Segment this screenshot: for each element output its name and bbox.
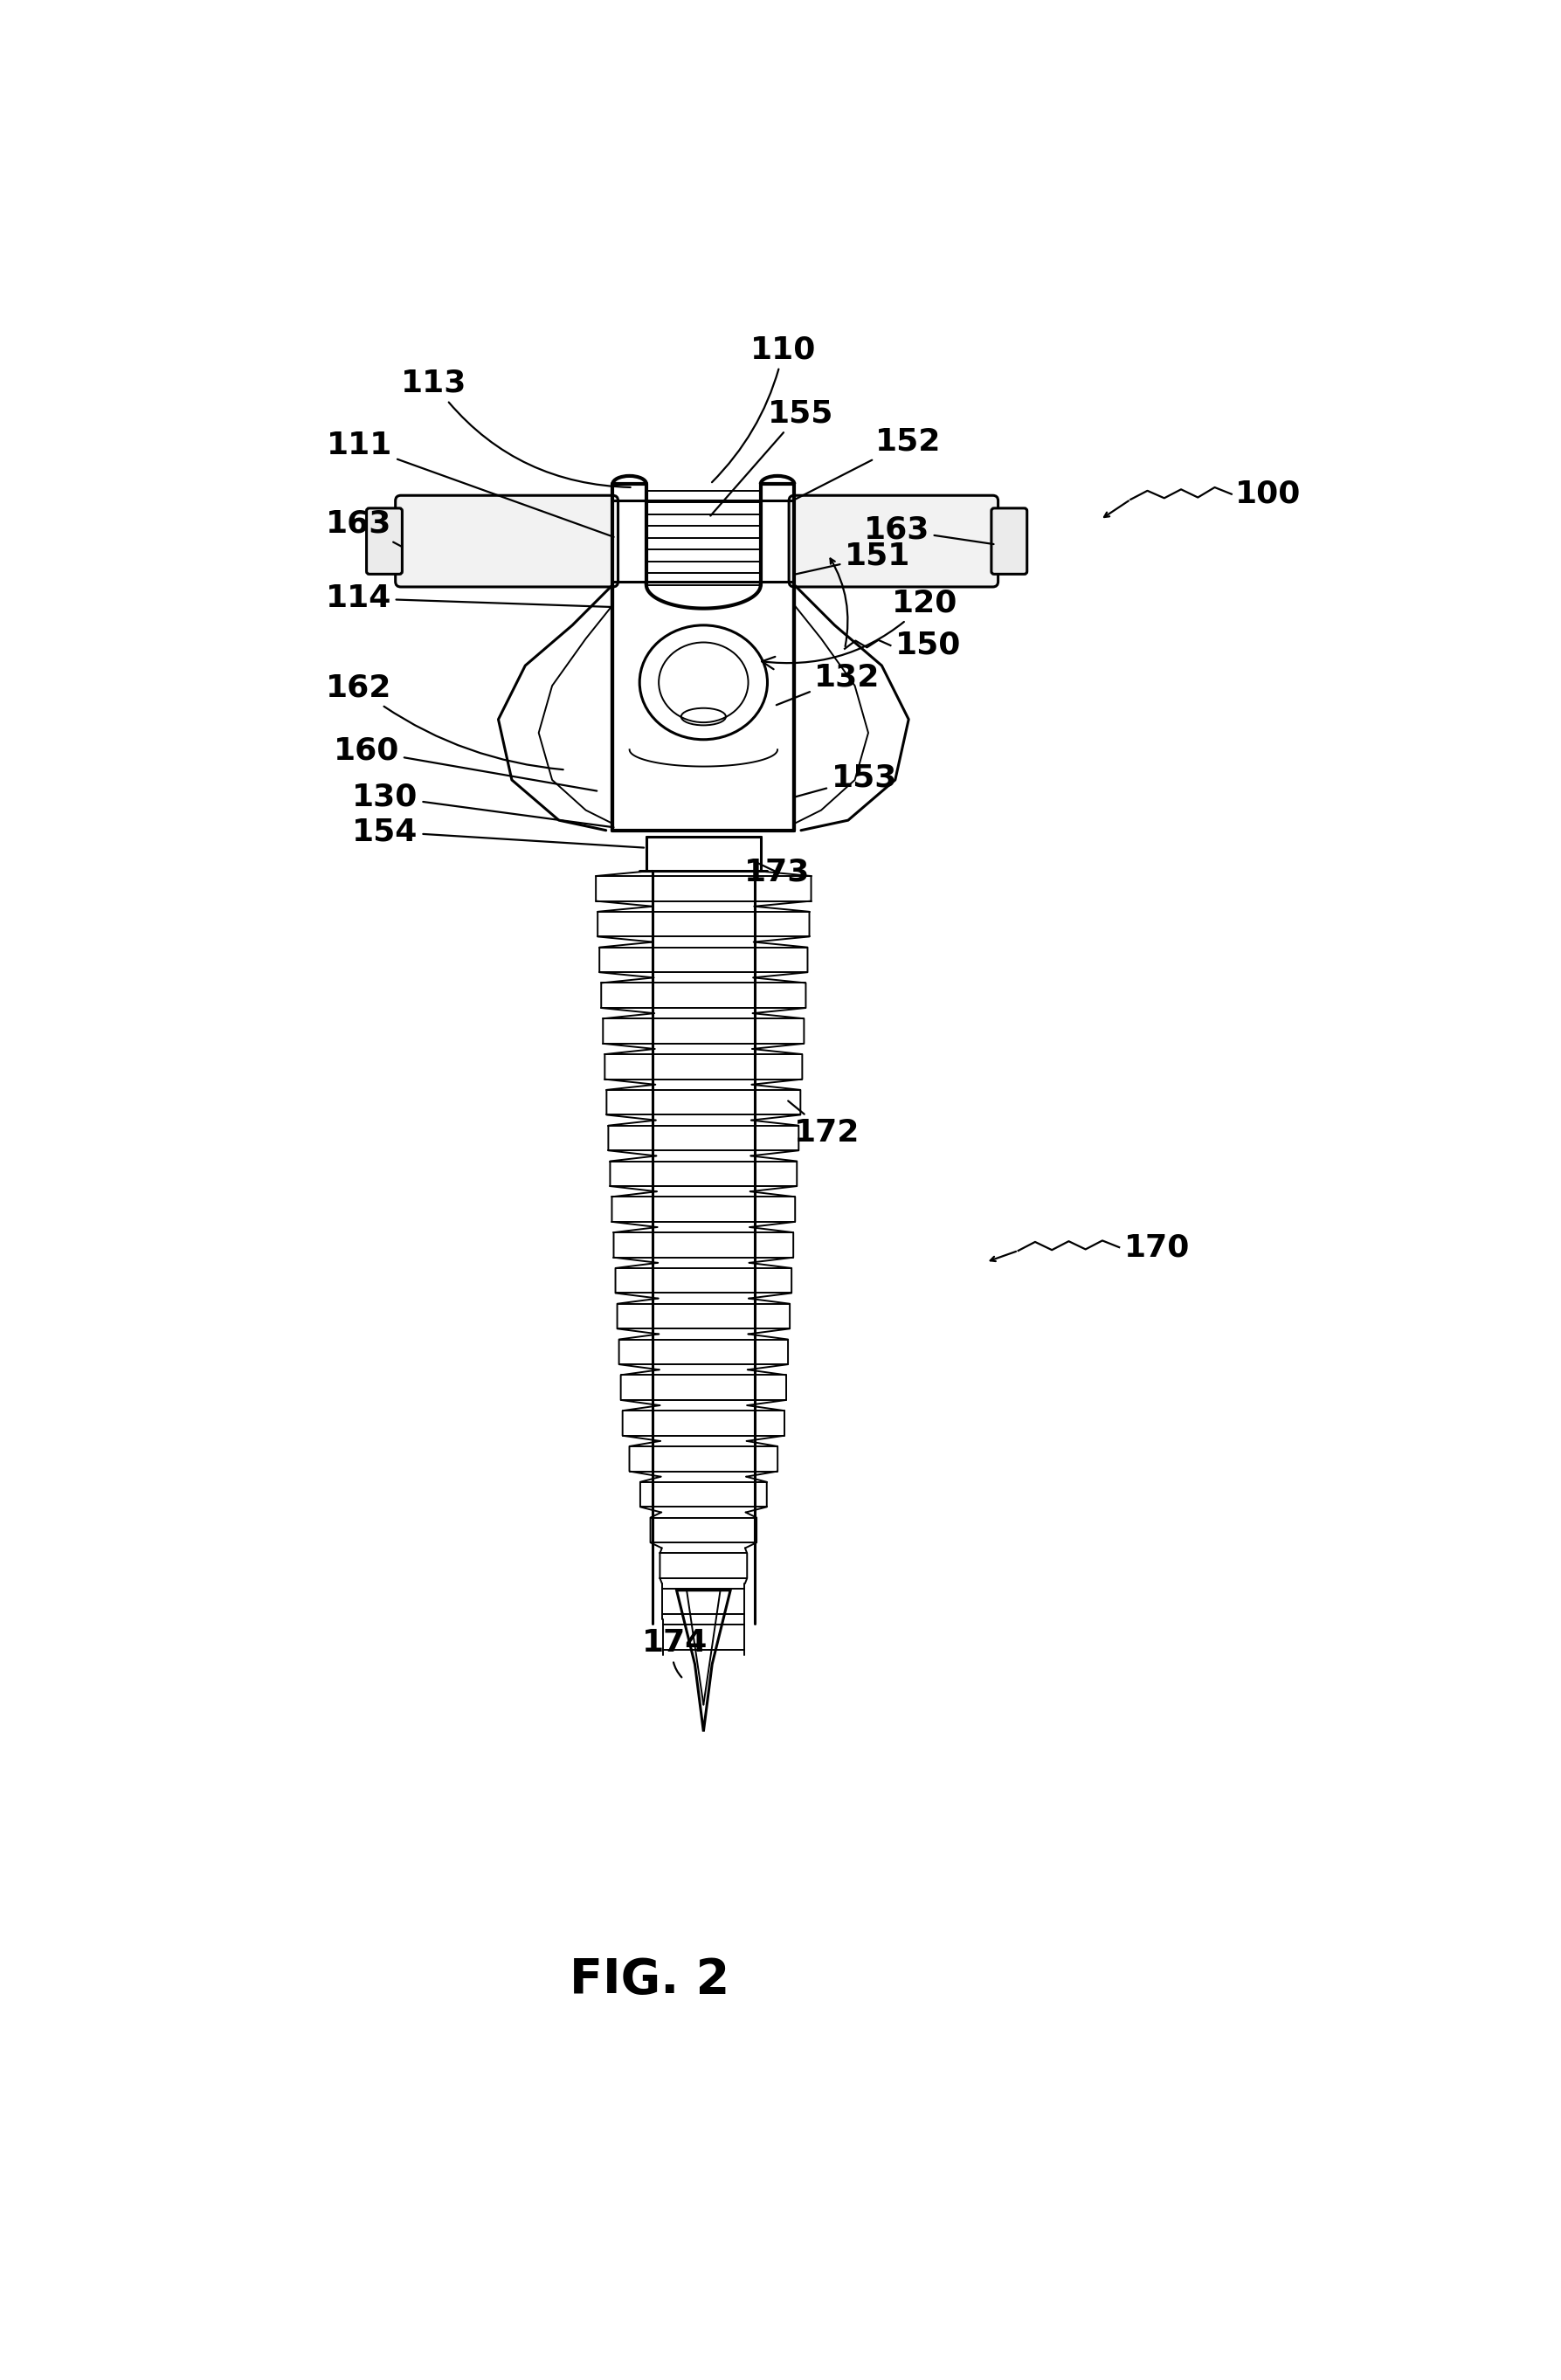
Text: 111: 111 <box>326 431 613 538</box>
FancyBboxPatch shape <box>367 509 403 574</box>
Text: FIG. 2: FIG. 2 <box>570 1956 729 2004</box>
Text: 170: 170 <box>1124 1233 1189 1261</box>
Text: 154: 154 <box>353 816 643 847</box>
FancyBboxPatch shape <box>788 495 997 588</box>
Text: 114: 114 <box>326 583 612 614</box>
Text: 173: 173 <box>745 857 810 888</box>
FancyBboxPatch shape <box>395 495 618 588</box>
Text: 172: 172 <box>788 1102 860 1147</box>
Text: 110: 110 <box>712 336 816 483</box>
Text: 151: 151 <box>795 540 910 574</box>
Text: 113: 113 <box>401 369 631 488</box>
Text: 162: 162 <box>326 674 564 769</box>
Text: 163: 163 <box>863 514 994 545</box>
Text: 155: 155 <box>710 397 834 516</box>
Text: 132: 132 <box>776 662 880 704</box>
Text: 100: 100 <box>1235 478 1300 509</box>
Text: 152: 152 <box>795 426 941 500</box>
Text: 163: 163 <box>326 509 403 547</box>
Text: 153: 153 <box>793 764 898 797</box>
Polygon shape <box>676 1590 731 1733</box>
FancyBboxPatch shape <box>991 509 1027 574</box>
Ellipse shape <box>640 626 768 740</box>
Text: 174: 174 <box>642 1628 707 1678</box>
Text: 130: 130 <box>353 783 613 828</box>
Text: 150: 150 <box>894 631 962 659</box>
Text: 120: 120 <box>762 588 957 669</box>
Text: 160: 160 <box>334 735 596 790</box>
